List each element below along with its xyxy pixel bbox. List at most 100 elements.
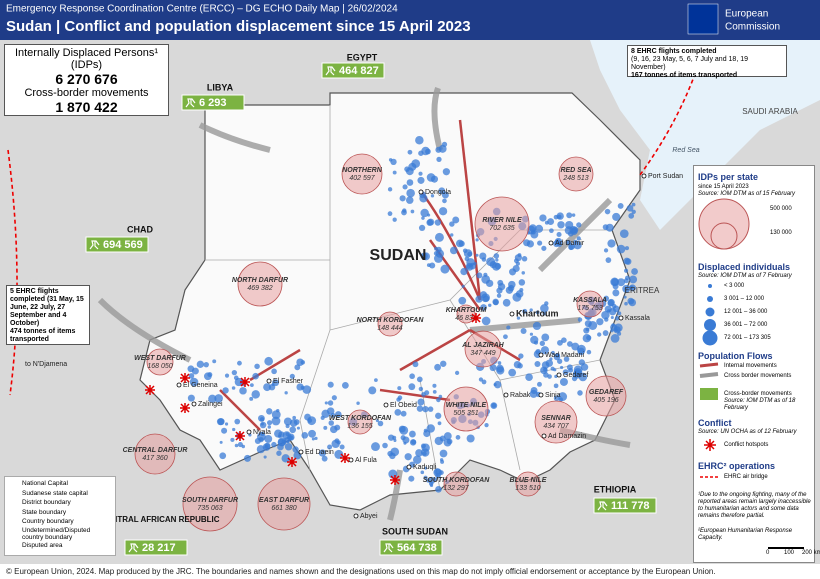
state-value: 702 635 bbox=[489, 225, 514, 232]
idp-dot bbox=[222, 387, 229, 394]
idp-dot bbox=[449, 246, 458, 255]
idp-dot bbox=[419, 194, 428, 203]
idp-dot bbox=[475, 295, 483, 303]
idp-dot bbox=[436, 397, 441, 403]
legend-dot bbox=[705, 307, 715, 317]
legend-text: 500 000 bbox=[770, 206, 792, 212]
idp-dot bbox=[289, 373, 295, 379]
idp-dot bbox=[434, 232, 444, 242]
idp-dot bbox=[405, 167, 414, 176]
logo-text: European bbox=[725, 9, 768, 20]
idp-dot bbox=[411, 159, 421, 168]
idp-dot bbox=[604, 317, 609, 322]
idp-dot bbox=[442, 198, 447, 204]
state-name: GEDAREF bbox=[589, 389, 624, 396]
idp-dot bbox=[521, 271, 525, 275]
idp-dot bbox=[529, 308, 533, 312]
idp-dot bbox=[396, 397, 401, 402]
idp-dot bbox=[464, 256, 470, 262]
idp-dot bbox=[488, 303, 492, 308]
state-name: SOUTH KORDOFAN bbox=[423, 477, 490, 484]
idp-dot bbox=[374, 378, 378, 382]
idp-dot bbox=[454, 370, 460, 376]
idp-dot bbox=[427, 213, 431, 217]
idp-dot bbox=[219, 452, 227, 460]
idp-dot bbox=[426, 478, 431, 483]
city-name: Rabak bbox=[510, 392, 531, 399]
idp-dot bbox=[476, 272, 483, 279]
cross-label: Cross-border movements bbox=[24, 87, 149, 99]
state-name: AL JAZIRAH bbox=[461, 342, 504, 349]
state-idp-bubble bbox=[347, 409, 373, 435]
idp-dot bbox=[327, 400, 334, 406]
idp-dot bbox=[533, 340, 539, 345]
legend-bubble bbox=[698, 198, 750, 250]
legend-text: EHRC air bridge bbox=[724, 474, 768, 480]
idp-dot bbox=[388, 158, 393, 162]
idp-dot bbox=[577, 390, 583, 396]
idp-dot bbox=[440, 360, 447, 367]
idp-dot bbox=[232, 427, 236, 432]
city-marker bbox=[618, 315, 624, 321]
idp-dot bbox=[523, 239, 531, 247]
conflict-hotspot bbox=[287, 457, 297, 467]
map-legend-item: Sudanese state capital bbox=[22, 489, 88, 497]
idp-dot bbox=[475, 253, 479, 257]
legend-title: Population Flows bbox=[698, 351, 773, 361]
idp-dot bbox=[572, 369, 582, 379]
conflict-hotspot bbox=[471, 313, 481, 323]
country-figure: 564 738 bbox=[397, 542, 437, 554]
idp-dot bbox=[612, 289, 620, 297]
state-name: KASSALA bbox=[573, 297, 607, 304]
idp-dot bbox=[610, 277, 619, 287]
conflict-hotspot bbox=[145, 385, 155, 395]
idp-dot bbox=[408, 383, 416, 391]
idp-dot bbox=[320, 415, 325, 420]
city-name: to N'Djamena bbox=[25, 361, 67, 368]
idp-dot bbox=[399, 425, 409, 435]
state-value: 417 360 bbox=[142, 455, 167, 462]
idp-dot bbox=[604, 208, 611, 215]
legend-dot bbox=[702, 330, 718, 346]
state-value: 248 513 bbox=[562, 175, 588, 182]
idp-dot bbox=[415, 135, 424, 145]
idp-dot bbox=[392, 217, 397, 222]
idp-dot bbox=[573, 241, 582, 250]
idp-dot bbox=[266, 408, 273, 415]
idp-dot bbox=[607, 239, 616, 248]
legend-text: Source: UN OCHA as of 12 February bbox=[698, 429, 797, 435]
state-name: RED SEA bbox=[560, 167, 591, 174]
idp-dot bbox=[328, 420, 334, 426]
idp-dot bbox=[566, 212, 573, 219]
sudan-outline bbox=[139, 92, 641, 511]
idp-dot bbox=[289, 426, 297, 434]
country-figure-box bbox=[321, 62, 385, 79]
state-idp-bubble bbox=[456, 304, 476, 324]
legend-text: Internal movements bbox=[724, 363, 777, 369]
idp-dot bbox=[571, 342, 580, 351]
state-idp-bubble bbox=[443, 471, 469, 497]
idp-dot bbox=[503, 334, 508, 340]
idp-dot bbox=[508, 368, 517, 377]
legend-title: Displaced individuals bbox=[698, 262, 791, 272]
legend-icon bbox=[700, 388, 718, 400]
header-subtitle: Emergency Response Coordination Centre (… bbox=[6, 4, 398, 15]
idp-dot bbox=[496, 293, 502, 298]
state-value: 505 351 bbox=[453, 410, 478, 417]
idp-dot bbox=[341, 381, 349, 389]
legend-text: 72 001 – 173 305 bbox=[724, 335, 771, 341]
state-idp-bubble bbox=[443, 386, 489, 432]
country-figure: 111 778 bbox=[611, 500, 650, 512]
idp-dot bbox=[296, 426, 300, 430]
flow-icon bbox=[325, 66, 336, 76]
legend-text: Source: IOM DTM as of 18 February bbox=[724, 398, 796, 411]
legend-text: 130 000 bbox=[770, 230, 792, 236]
idp-dot bbox=[566, 341, 573, 347]
idp-dot bbox=[516, 316, 521, 320]
idp-dot bbox=[540, 346, 550, 355]
country-name: SOUTH SUDAN bbox=[382, 526, 448, 536]
city-marker bbox=[538, 352, 544, 358]
idp-dot bbox=[263, 383, 272, 392]
legend-arrow bbox=[699, 362, 719, 368]
idp-dot bbox=[480, 304, 487, 311]
